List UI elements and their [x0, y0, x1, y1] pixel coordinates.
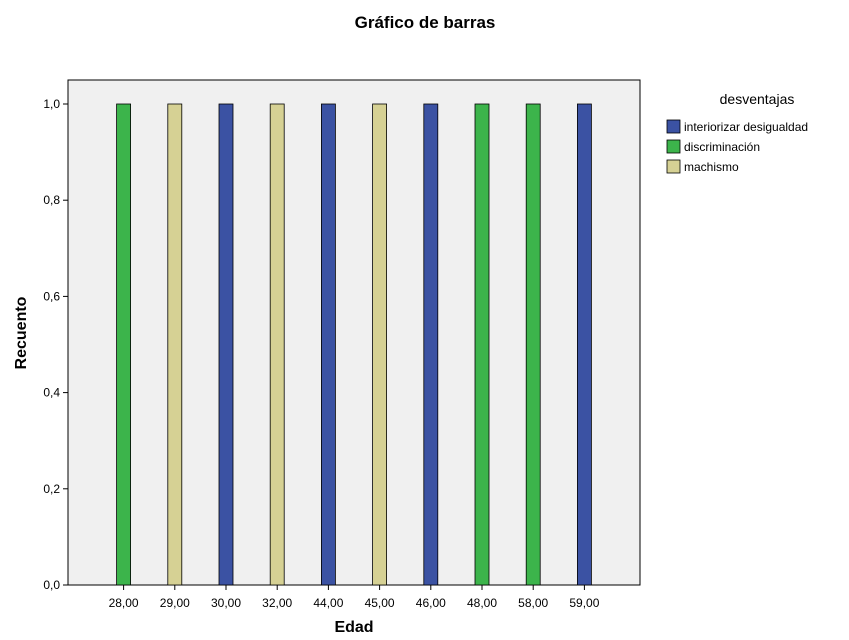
bar: [424, 104, 438, 585]
x-tick-label: 28,00: [109, 596, 139, 610]
y-tick-label: 0,8: [43, 193, 60, 207]
x-tick-label: 46,00: [416, 596, 446, 610]
legend-label: discriminación: [684, 140, 760, 154]
bar: [117, 104, 131, 585]
legend-swatch: [667, 140, 680, 153]
bar: [321, 104, 335, 585]
y-tick-label: 1,0: [43, 97, 60, 111]
x-tick-label: 29,00: [160, 596, 190, 610]
legend-label: interiorizar desigualdad: [684, 120, 808, 134]
bar: [168, 104, 182, 585]
y-tick-label: 0,4: [43, 386, 60, 400]
x-tick-label: 59,00: [569, 596, 599, 610]
bar: [270, 104, 284, 585]
chart-title: Gráfico de barras: [355, 13, 496, 32]
y-tick-label: 0,6: [43, 289, 60, 303]
x-tick-label: 48,00: [467, 596, 497, 610]
x-tick-label: 32,00: [262, 596, 292, 610]
x-axis: 28,00 29,00 30,00 32,00 44,00 45,00 46,00 48,00…: [109, 585, 600, 610]
bar: [526, 104, 540, 585]
y-axis: 0,0 0,2 0,4 0,6 0,8 1,0: [43, 97, 68, 592]
x-axis-label: Edad: [334, 619, 373, 636]
y-tick-label: 0,2: [43, 482, 60, 496]
legend-title: desventajas: [720, 91, 795, 107]
x-tick-label: 58,00: [518, 596, 548, 610]
legend-swatch: [667, 120, 680, 133]
legend-swatch: [667, 160, 680, 173]
bar: [577, 104, 591, 585]
plot-area: [68, 80, 640, 585]
bar: [373, 104, 387, 585]
x-tick-label: 30,00: [211, 596, 241, 610]
x-tick-label: 45,00: [365, 596, 395, 610]
y-axis-label: Recuento: [13, 296, 30, 369]
y-tick-label: 0,0: [43, 578, 60, 592]
legend: desventajas interiorizar desigualdad disc…: [667, 91, 808, 174]
legend-label: machismo: [684, 160, 739, 174]
bar: [475, 104, 489, 585]
bar: [219, 104, 233, 585]
x-tick-label: 44,00: [313, 596, 343, 610]
